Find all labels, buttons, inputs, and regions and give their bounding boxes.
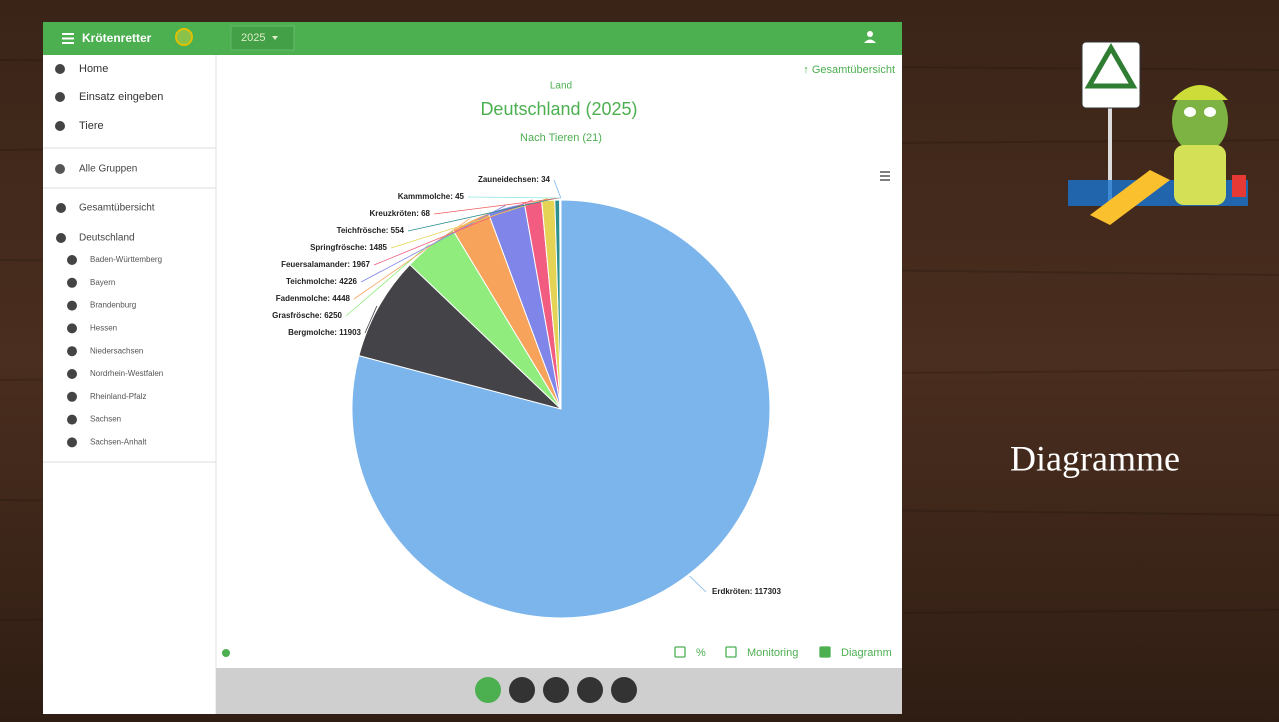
state-item[interactable]: Niedersachsen — [90, 346, 143, 355]
back-link[interactable]: ↑ Gesamtübersicht — [803, 64, 895, 76]
nav-icon — [67, 415, 77, 425]
view-button[interactable] — [577, 677, 603, 703]
nav-icon — [55, 64, 65, 74]
state-item[interactable]: Hessen — [90, 324, 117, 333]
chart-supertitle: Land — [550, 81, 572, 92]
settings-icon[interactable] — [222, 649, 230, 657]
nav-icon — [55, 92, 65, 102]
state-item[interactable]: Brandenburg — [90, 301, 136, 310]
data-label: Kammmolche: 45 — [398, 192, 465, 201]
nav-item[interactable]: Alle Gruppen — [79, 164, 137, 175]
nav-icon — [67, 301, 77, 311]
nav-icon — [56, 233, 66, 243]
state-item[interactable]: Bayern — [90, 278, 115, 287]
nav-icon — [67, 392, 77, 402]
state-item[interactable]: Sachsen — [90, 415, 121, 424]
view-button[interactable] — [509, 677, 535, 703]
option-label[interactable]: % — [696, 647, 706, 659]
chart-title: Deutschland (2025) — [480, 99, 637, 119]
data-label: Feuersalamander: 1967 — [281, 260, 370, 269]
state-item[interactable]: Rheinland-Pfalz — [90, 392, 146, 401]
view-button[interactable] — [543, 677, 569, 703]
nav-icon — [55, 164, 65, 174]
view-button[interactable] — [475, 677, 501, 703]
nav-item[interactable]: Tiere — [79, 120, 104, 132]
year-value[interactable]: 2025 — [241, 32, 265, 44]
slide-title: Diagramme — [1010, 438, 1180, 478]
nav-icon — [67, 369, 77, 379]
data-label: Teichmolche: 4226 — [286, 277, 358, 286]
region-item[interactable]: Gesamtübersicht — [79, 203, 155, 214]
nav-icon — [67, 255, 77, 265]
nav-icon — [67, 346, 77, 356]
data-label: Teichfrösche: 554 — [337, 226, 405, 235]
state-item[interactable]: Baden-Württemberg — [90, 255, 162, 264]
brand[interactable]: Krötenretter — [82, 31, 152, 45]
data-label: Bergmolche: 11903 — [288, 328, 361, 337]
checkbox[interactable] — [675, 647, 685, 657]
nav-icon — [67, 437, 77, 447]
checkbox[interactable] — [726, 647, 736, 657]
nav-icon — [55, 121, 65, 131]
data-label: Springfrösche: 1485 — [310, 243, 387, 252]
state-item[interactable]: Sachsen-Anhalt — [90, 438, 147, 447]
nav-item[interactable]: Home — [79, 63, 108, 75]
data-label: Fadenmolche: 4448 — [276, 294, 351, 303]
option-label[interactable]: Monitoring — [747, 647, 798, 659]
menu-icon[interactable] — [62, 33, 74, 44]
option-label[interactable]: Diagramm — [841, 647, 892, 659]
nav-icon — [67, 278, 77, 288]
state-item[interactable]: Nordrhein-Westfalen — [90, 369, 163, 378]
slide: Krötenretter 2025 Diagramme ↑ Gesamtüber… — [0, 0, 1279, 722]
data-label: Zauneidechsen: 34 — [478, 175, 551, 184]
data-label: Grasfrösche: 6250 — [272, 311, 342, 320]
data-label: Kreuzkröten: 68 — [370, 209, 431, 218]
nav-item[interactable]: Einsatz eingeben — [79, 91, 163, 103]
top-bar — [43, 22, 902, 55]
nav-icon — [56, 203, 66, 213]
checkbox[interactable] — [820, 647, 830, 657]
chart-subtitle: Nach Tieren (21) — [520, 132, 602, 144]
nav-icon — [67, 323, 77, 333]
brand-logo — [176, 29, 192, 45]
view-button[interactable] — [611, 677, 637, 703]
data-label: Erdkröten: 117303 — [712, 587, 781, 596]
region-item[interactable]: Deutschland — [79, 233, 135, 244]
